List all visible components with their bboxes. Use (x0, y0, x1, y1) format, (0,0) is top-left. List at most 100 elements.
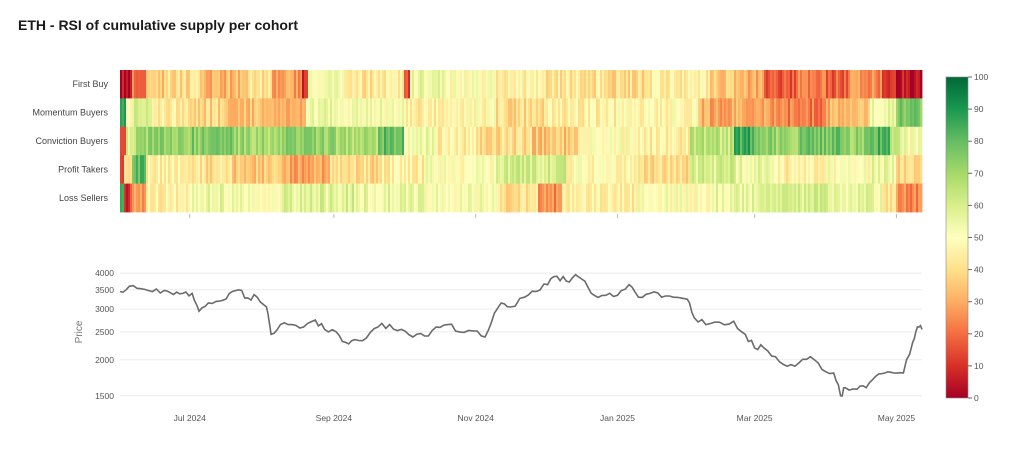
heatmap-cell (690, 98, 693, 128)
heatmap-cell (802, 155, 805, 184)
colorbar-tick-label: 10 (974, 361, 984, 371)
heatmap-cell (160, 155, 163, 184)
heatmap-cell (764, 155, 767, 184)
heatmap-cell (566, 155, 569, 184)
heatmap-cell (462, 155, 465, 184)
heatmap-cell (916, 98, 919, 128)
heatmap-cell (616, 126, 619, 156)
heatmap-cell (788, 183, 791, 213)
heatmap-cell (192, 98, 195, 128)
heatmap-cell (556, 126, 559, 156)
heatmap-cell (156, 155, 159, 184)
heatmap-cell (272, 183, 275, 213)
heatmap-cell (634, 183, 637, 213)
heatmap-cell (346, 98, 349, 128)
heatmap-cell (526, 70, 529, 99)
heatmap-cell (684, 126, 687, 156)
heatmap-cell (816, 126, 819, 156)
heatmap-cell (786, 155, 789, 184)
heatmap-cell (734, 98, 737, 128)
heatmap-cell (180, 126, 183, 156)
heatmap-cell (204, 183, 207, 213)
heatmap-cell (884, 126, 887, 156)
heatmap-cell (304, 98, 307, 128)
heatmap-cell (134, 155, 137, 184)
heatmap-cell (632, 70, 635, 99)
heatmap-cell (326, 98, 329, 128)
heatmap-cell (836, 126, 839, 156)
heatmap-cell (468, 98, 471, 128)
heatmap-cell (148, 70, 151, 99)
heatmap-cell (522, 155, 525, 184)
heatmap-cell (352, 98, 355, 128)
heatmap-cell (358, 155, 361, 184)
heatmap-cell (704, 155, 707, 184)
heatmap-cell (824, 183, 827, 213)
heatmap-cell (332, 98, 335, 128)
heatmap-cell (188, 126, 191, 156)
heatmap-cell (288, 183, 291, 213)
heatmap-cell (470, 126, 473, 156)
heatmap-cell (286, 155, 289, 184)
price-x-tick-label: Jul 2024 (174, 413, 206, 423)
heatmap-cell (548, 70, 551, 99)
heatmap-cell (610, 126, 613, 156)
heatmap-cell (698, 183, 701, 213)
heatmap-cell (564, 126, 567, 156)
heatmap-cell (710, 70, 713, 99)
heatmap-cell (448, 126, 451, 156)
heatmap-cell (546, 98, 549, 128)
heatmap-cell (628, 183, 631, 213)
heatmap-cell (426, 183, 429, 213)
heatmap-cell (818, 70, 821, 99)
heatmap-cell (228, 70, 231, 99)
heatmap-cell (642, 126, 645, 156)
heatmap-cell (742, 70, 745, 99)
heatmap-cell (904, 155, 907, 184)
heatmap-cell (350, 183, 353, 213)
heatmap-cell (892, 183, 895, 213)
heatmap-cell (416, 70, 419, 99)
heatmap-cell (660, 155, 663, 184)
heatmap-cell (264, 155, 267, 184)
heatmap-cell (548, 155, 551, 184)
heatmap-cell (220, 70, 223, 99)
heatmap-cell (264, 126, 267, 156)
heatmap-cell (278, 183, 281, 213)
heatmap-cell (868, 98, 871, 128)
heatmap-cell (904, 183, 907, 213)
heatmap-cell (636, 155, 639, 184)
heatmap-cell (356, 183, 359, 213)
heatmap-cell (850, 98, 853, 128)
heatmap-cell (432, 155, 435, 184)
heatmap-cell (898, 98, 901, 128)
heatmap-cell (452, 98, 455, 128)
heatmap-cell (418, 98, 421, 128)
heatmap-cell (592, 183, 595, 213)
heatmap-cell (440, 70, 443, 99)
heatmap-cell (648, 155, 651, 184)
heatmap-cell (652, 70, 655, 99)
heatmap-cell (548, 98, 551, 128)
heatmap-cell (848, 183, 851, 213)
heatmap-cell (558, 183, 561, 213)
heatmap-cell (560, 70, 563, 99)
heatmap-cell (896, 98, 899, 128)
heatmap-cell (148, 183, 151, 213)
heatmap-cell (638, 126, 641, 156)
heatmap-cell (200, 70, 203, 99)
heatmap-cell (458, 70, 461, 99)
heatmap-cell (246, 183, 249, 213)
heatmap-cell (218, 126, 221, 156)
heatmap-cell (844, 98, 847, 128)
heatmap-cell (650, 98, 653, 128)
heatmap-cell (596, 70, 599, 99)
heatmap-cell (586, 183, 589, 213)
heatmap-cell (314, 183, 317, 213)
heatmap-cell (700, 70, 703, 99)
heatmap-cell (340, 183, 343, 213)
heatmap-cell (478, 155, 481, 184)
heatmap-cell (604, 98, 607, 128)
heatmap-cell (672, 126, 675, 156)
